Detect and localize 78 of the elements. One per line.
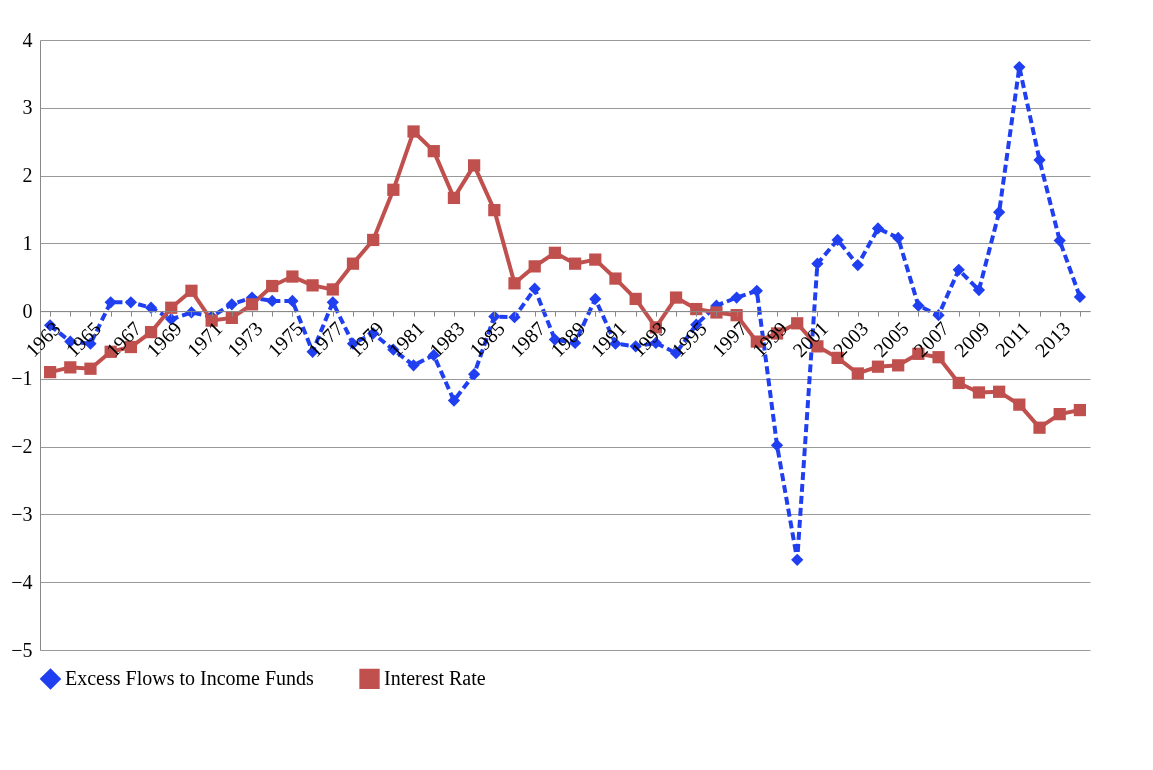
point <box>952 376 965 390</box>
y-tick-label: −4 <box>11 570 33 593</box>
legend-label: Excess Flows to Income Funds <box>65 666 315 689</box>
point <box>1053 234 1066 247</box>
point <box>548 246 562 259</box>
point <box>468 159 481 172</box>
point <box>407 125 420 138</box>
y-tick-label: 0 <box>22 299 33 322</box>
point <box>266 294 279 308</box>
point <box>528 260 541 273</box>
point <box>1073 290 1087 303</box>
point <box>286 270 299 283</box>
x-tick-label: 1999 <box>747 317 792 362</box>
point <box>326 296 339 309</box>
y-tick-label: 1 <box>22 231 33 254</box>
point <box>387 183 400 196</box>
point <box>770 439 784 452</box>
point <box>851 367 864 380</box>
point <box>609 272 622 285</box>
point <box>1033 421 1046 434</box>
point <box>528 282 541 295</box>
point <box>993 385 1006 398</box>
point <box>811 257 824 270</box>
point <box>892 231 905 245</box>
point <box>488 310 501 323</box>
point <box>710 306 723 319</box>
point <box>589 253 602 266</box>
point <box>831 233 844 247</box>
point <box>185 284 198 297</box>
point <box>669 291 683 304</box>
y-tick-label: 2 <box>22 164 33 187</box>
point <box>508 277 521 290</box>
point <box>750 284 763 297</box>
point <box>568 257 582 270</box>
point <box>871 360 885 373</box>
point <box>730 291 743 304</box>
y-tick-label: −1 <box>11 367 33 390</box>
point <box>488 204 501 217</box>
y-tick-label: −3 <box>11 502 33 525</box>
point <box>912 299 925 312</box>
point <box>1073 403 1087 417</box>
legend-label: Interest Rate <box>384 666 486 689</box>
y-tick-label: 3 <box>22 96 33 119</box>
point <box>1053 408 1066 421</box>
point <box>892 359 905 372</box>
y-tick-label: −5 <box>11 638 33 661</box>
point <box>468 368 481 381</box>
point <box>952 263 965 276</box>
point <box>629 292 642 306</box>
y-tick-label: −2 <box>11 435 33 458</box>
point <box>326 283 339 296</box>
point <box>871 222 885 235</box>
point <box>1013 398 1026 411</box>
point <box>124 296 137 309</box>
y-tick-label: 4 <box>22 28 33 51</box>
point <box>225 298 238 311</box>
point <box>447 191 461 205</box>
point <box>286 294 299 308</box>
point <box>791 553 804 566</box>
point <box>84 362 97 375</box>
point <box>427 145 440 158</box>
point <box>104 296 117 309</box>
point <box>972 283 986 297</box>
point <box>972 386 986 399</box>
point <box>245 298 259 311</box>
point <box>407 359 420 372</box>
point <box>993 206 1006 219</box>
point <box>1033 153 1046 167</box>
point <box>346 257 360 270</box>
point <box>447 394 461 407</box>
point <box>367 233 380 247</box>
point <box>43 365 57 379</box>
point <box>266 279 279 293</box>
point <box>64 361 77 374</box>
point <box>589 292 602 306</box>
point <box>851 258 864 272</box>
point <box>306 279 319 292</box>
x-tick-label: 2011 <box>990 317 1034 361</box>
